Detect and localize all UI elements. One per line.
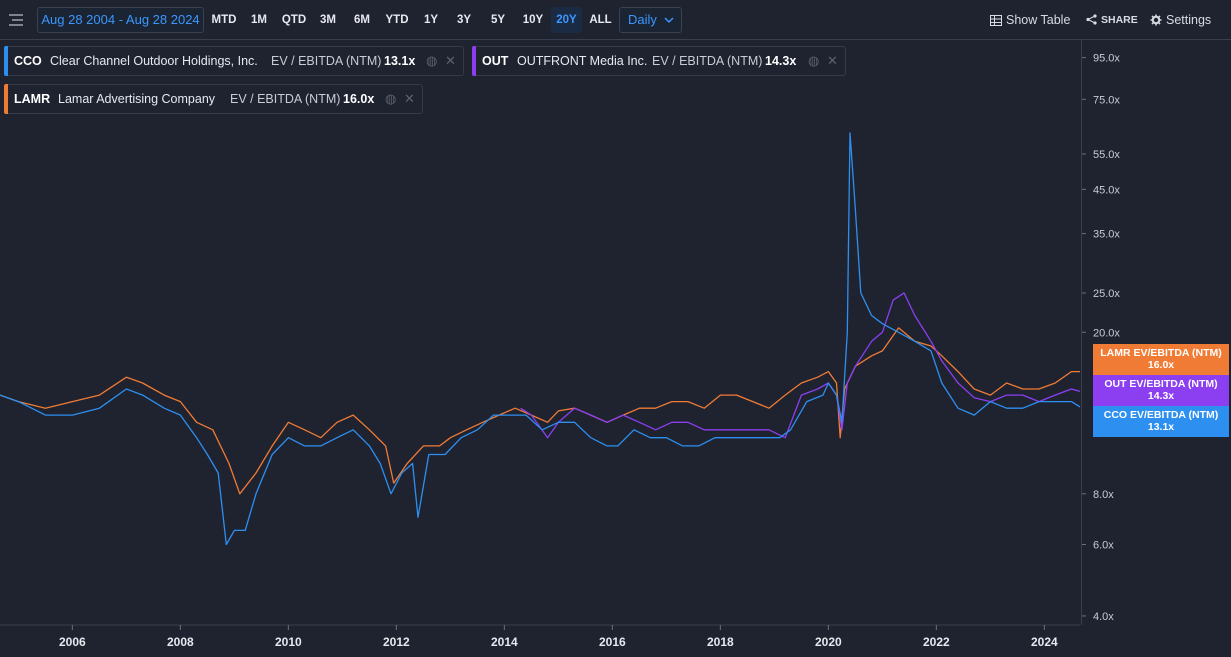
period-3m[interactable]: 3M [320, 14, 336, 26]
y-tick-label: 55.0x [1093, 149, 1120, 161]
series-line-out [520, 292, 1081, 439]
legend-value: 14.3x [765, 54, 797, 68]
y-tick-label: 25.0x [1093, 288, 1120, 300]
date-range-picker[interactable]: Aug 28 2004 - Aug 28 2024 [37, 7, 204, 33]
x-tick-label: 2012 [383, 635, 410, 649]
price-tag-out: OUT EV/EBITDA (NTM) 14.3x [1093, 375, 1229, 406]
y-axis-line [1081, 40, 1082, 625]
legend-ticker: LAMR [14, 92, 51, 106]
legend-value: 16.0x [343, 92, 375, 106]
period-5y[interactable]: 5Y [490, 14, 506, 26]
show-table-button[interactable]: Show Table [990, 10, 1070, 30]
close-icon[interactable]: ✕ [445, 53, 456, 68]
y-tick-label: 6.0x [1093, 539, 1114, 551]
x-tick-label: 2024 [1031, 635, 1058, 649]
line-chart[interactable]: 4.0x 6.0x 8.0x 20.0x 25.0x 35.0x 45.0x 55.0x 75.… [0, 40, 1231, 657]
x-tick-label: 2006 [59, 635, 86, 649]
settings-label: Settings [1166, 13, 1212, 27]
period-ytd[interactable]: YTD [385, 14, 409, 26]
settings-button[interactable]: Settings [1150, 10, 1211, 30]
y-tick-label: 75.0x [1093, 94, 1120, 106]
x-tick-label: 2018 [707, 635, 734, 649]
price-tag-label: OUT EV/EBITDA (NTM) [1104, 378, 1218, 390]
interval-value: Daily [628, 12, 657, 27]
close-icon[interactable]: ✕ [404, 91, 415, 106]
y-tick-label: 4.0x [1093, 611, 1114, 623]
x-tick-label: 2022 [923, 635, 950, 649]
x-tick-label: 2014 [491, 635, 518, 649]
period-qtd[interactable]: QTD [281, 14, 307, 26]
series-line-lamr [0, 327, 1080, 495]
y-tick-label: 20.0x [1093, 327, 1120, 339]
period-6m[interactable]: 6M [354, 14, 370, 26]
legend-company: Clear Channel Outdoor Holdings, Inc. [50, 54, 258, 68]
legend-company: Lamar Advertising Company [58, 92, 216, 106]
x-tick-label: 2010 [275, 635, 302, 649]
period-mtd[interactable]: MTD [211, 14, 237, 26]
period-3y[interactable]: 3Y [456, 14, 472, 26]
period-1m[interactable]: 1M [251, 14, 267, 26]
interval-select[interactable]: Daily [619, 7, 682, 33]
legend-value: 13.1x [384, 54, 416, 68]
share-label: SHARE [1101, 14, 1138, 26]
legend-color-bar [472, 46, 476, 76]
gear-icon [1150, 14, 1162, 26]
legend-ticker: CCO [14, 54, 42, 68]
visibility-icon[interactable]: ◍ [426, 53, 438, 68]
legend-metric: EV / EBITDA (NTM) [230, 92, 341, 106]
legend-item-cco: CCO Clear Channel Outdoor Holdings, Inc.… [4, 46, 464, 76]
price-tag-cco: CCO EV/EBITDA (NTM) 13.1x [1093, 406, 1229, 437]
period-10y[interactable]: 10Y [522, 14, 544, 26]
menu-collapse-icon[interactable] [6, 10, 26, 30]
price-tag-label: CCO EV/EBITDA (NTM) [1103, 409, 1219, 421]
share-icon [1086, 14, 1097, 25]
legend-item-out: OUT OUTFRONT Media Inc. EV / EBITDA (NTM… [472, 46, 846, 76]
legend-ticker: OUT [482, 54, 509, 68]
price-tag-label: LAMR EV/EBITDA (NTM) [1100, 347, 1222, 359]
legend-color-bar [4, 46, 8, 76]
legend-metric: EV / EBITDA (NTM) [271, 54, 382, 68]
table-icon [990, 15, 1002, 26]
period-all[interactable]: ALL [589, 14, 612, 26]
series-line-cco [0, 132, 1081, 546]
y-tick-label: 95.0x [1093, 53, 1120, 65]
share-button[interactable]: SHARE [1086, 10, 1138, 30]
price-tag-value: 16.0x [1147, 359, 1175, 371]
price-tag-lamr: LAMR EV/EBITDA (NTM) 16.0x [1093, 344, 1229, 375]
show-table-label: Show Table [1006, 13, 1071, 27]
x-tick-label: 2016 [599, 635, 626, 649]
visibility-icon[interactable]: ◍ [808, 53, 820, 68]
x-tick-label: 2008 [167, 635, 194, 649]
legend-company: OUTFRONT Media Inc. [517, 54, 648, 68]
legend-metric: EV / EBITDA (NTM) [652, 54, 763, 68]
legend-color-bar [4, 84, 8, 114]
legend-item-lamr: LAMR Lamar Advertising Company EV / EBIT… [4, 84, 423, 114]
visibility-icon[interactable]: ◍ [385, 91, 397, 106]
toolbar: Aug 28 2004 - Aug 28 2024 MTD 1M QTD 3M … [0, 0, 1231, 40]
y-tick-label: 45.0x [1093, 184, 1120, 196]
period-1y[interactable]: 1Y [423, 14, 439, 26]
period-20y[interactable]: 20Y [551, 7, 582, 33]
y-tick-label: 8.0x [1093, 489, 1114, 501]
price-tag-value: 13.1x [1147, 421, 1175, 433]
chevron-down-icon [664, 8, 674, 41]
x-tick-label: 2020 [815, 635, 842, 649]
close-icon[interactable]: ✕ [827, 53, 838, 68]
price-tag-value: 14.3x [1147, 390, 1175, 402]
y-tick-label: 35.0x [1093, 229, 1120, 241]
